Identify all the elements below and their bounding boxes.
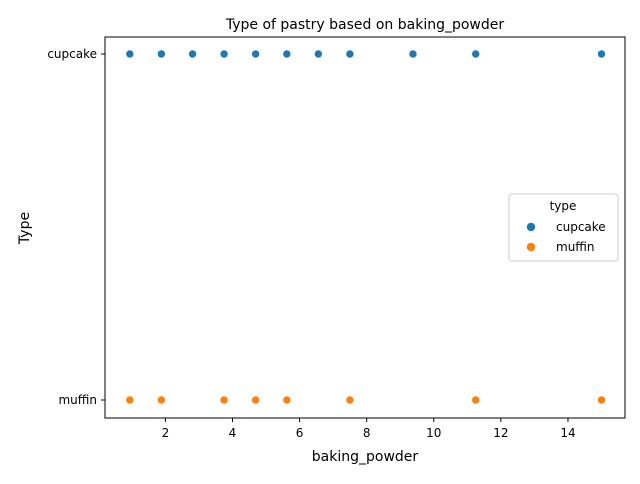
point-cupcake [282, 49, 292, 59]
point-cupcake [251, 49, 260, 59]
point-muffin [471, 395, 481, 405]
point-cupcake [408, 49, 418, 59]
point-cupcake [471, 49, 481, 59]
point-cupcake [125, 49, 135, 59]
x-axis: 2 4 6 8 10 12 14 [162, 418, 576, 440]
point-muffin [597, 395, 606, 405]
plot-frame [104, 36, 626, 419]
point-muffin [251, 395, 260, 405]
x-axis-label: baking_powder [312, 449, 419, 465]
point-cupcake [219, 49, 229, 59]
y-tick-label: muffin [58, 393, 97, 407]
legend-title: type [550, 199, 577, 213]
legend-marker-muffin [526, 242, 536, 252]
point-cupcake [157, 49, 166, 59]
legend: type cupcake muffin [508, 193, 619, 262]
y-tick-label: cupcake [47, 47, 97, 61]
x-tick-label: 12 [493, 426, 508, 440]
legend-marker-cupcake [526, 222, 536, 232]
point-cupcake [345, 49, 355, 59]
point-muffin [157, 395, 166, 405]
x-tick-label: 14 [560, 426, 575, 440]
legend-entries: cupcake muffin [526, 220, 606, 254]
x-tick-label: 4 [229, 426, 237, 440]
point-cupcake [188, 49, 197, 59]
y-axis-label: Type [17, 212, 33, 245]
y-axis: cupcake muffin [47, 47, 105, 407]
legend-label-muffin: muffin [556, 240, 595, 254]
plot-area: 2 4 6 8 10 12 14 cupcake muffin [47, 36, 626, 440]
legend-box [508, 193, 619, 262]
point-cupcake [597, 49, 606, 59]
x-tick-label: 10 [426, 426, 441, 440]
point-muffin [125, 395, 135, 405]
x-tick-label: 6 [296, 426, 304, 440]
chart-title: Type of pastry based on baking_powder [225, 17, 505, 33]
x-tick-label: 8 [363, 426, 371, 440]
point-muffin [219, 395, 229, 405]
legend-label-cupcake: cupcake [556, 220, 606, 234]
x-tick-label: 2 [162, 426, 170, 440]
point-cupcake [314, 49, 323, 59]
point-muffin [345, 395, 355, 405]
data-points [125, 49, 606, 405]
point-muffin [282, 395, 292, 405]
